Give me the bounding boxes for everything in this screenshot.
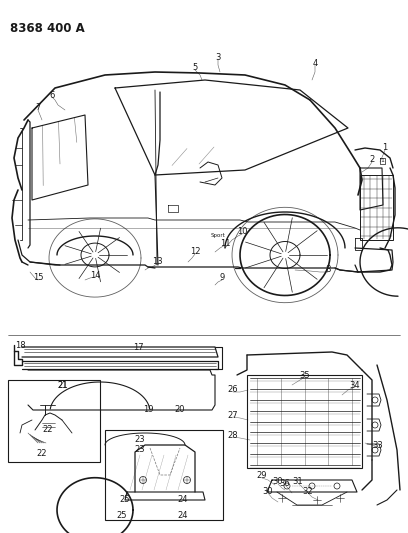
Bar	[247, 375, 362, 468]
Text: 14: 14	[90, 271, 100, 279]
Text: 1: 1	[380, 158, 384, 164]
Text: 32: 32	[303, 488, 313, 497]
Text: 25: 25	[117, 512, 127, 521]
Text: 30: 30	[273, 478, 283, 487]
Bar	[105, 430, 223, 520]
Text: 13: 13	[152, 257, 162, 266]
Text: 36: 36	[279, 479, 290, 488]
Text: 26: 26	[228, 385, 238, 394]
Text: 3: 3	[215, 52, 221, 61]
Text: 22: 22	[37, 449, 47, 458]
Text: 24: 24	[178, 512, 188, 521]
Text: 4: 4	[313, 59, 317, 68]
Bar	[360, 175, 393, 240]
Text: 10: 10	[237, 228, 247, 237]
Text: 7: 7	[35, 103, 41, 112]
Text: 27: 27	[228, 410, 238, 419]
Text: 23: 23	[135, 446, 145, 455]
Text: 15: 15	[33, 273, 43, 282]
Text: 34: 34	[350, 381, 360, 390]
Text: 24: 24	[178, 496, 188, 505]
Text: 22: 22	[43, 425, 53, 434]
Text: 29: 29	[257, 472, 267, 481]
Text: 35: 35	[300, 370, 310, 379]
Text: 2: 2	[369, 156, 375, 165]
Text: 21: 21	[58, 381, 68, 390]
Text: 28: 28	[228, 431, 238, 440]
Text: 25: 25	[120, 496, 130, 505]
Text: 1: 1	[382, 143, 388, 152]
Text: Sport: Sport	[211, 232, 225, 238]
Text: 11: 11	[220, 238, 230, 247]
Text: 23: 23	[135, 435, 145, 445]
Text: 12: 12	[190, 247, 200, 256]
Text: 17: 17	[133, 343, 143, 352]
Text: 30: 30	[263, 488, 273, 497]
Text: 6: 6	[49, 91, 55, 100]
Text: 33: 33	[373, 440, 384, 449]
Text: 9: 9	[220, 273, 225, 282]
Text: 31: 31	[293, 477, 303, 486]
Text: 8368 400 A: 8368 400 A	[10, 22, 85, 35]
Text: 18: 18	[15, 341, 25, 350]
Text: 5: 5	[193, 63, 197, 72]
Text: 20: 20	[175, 406, 185, 415]
Text: 21: 21	[58, 381, 68, 390]
Text: 19: 19	[143, 406, 153, 415]
Bar	[8, 380, 100, 462]
Text: 8: 8	[325, 265, 331, 274]
